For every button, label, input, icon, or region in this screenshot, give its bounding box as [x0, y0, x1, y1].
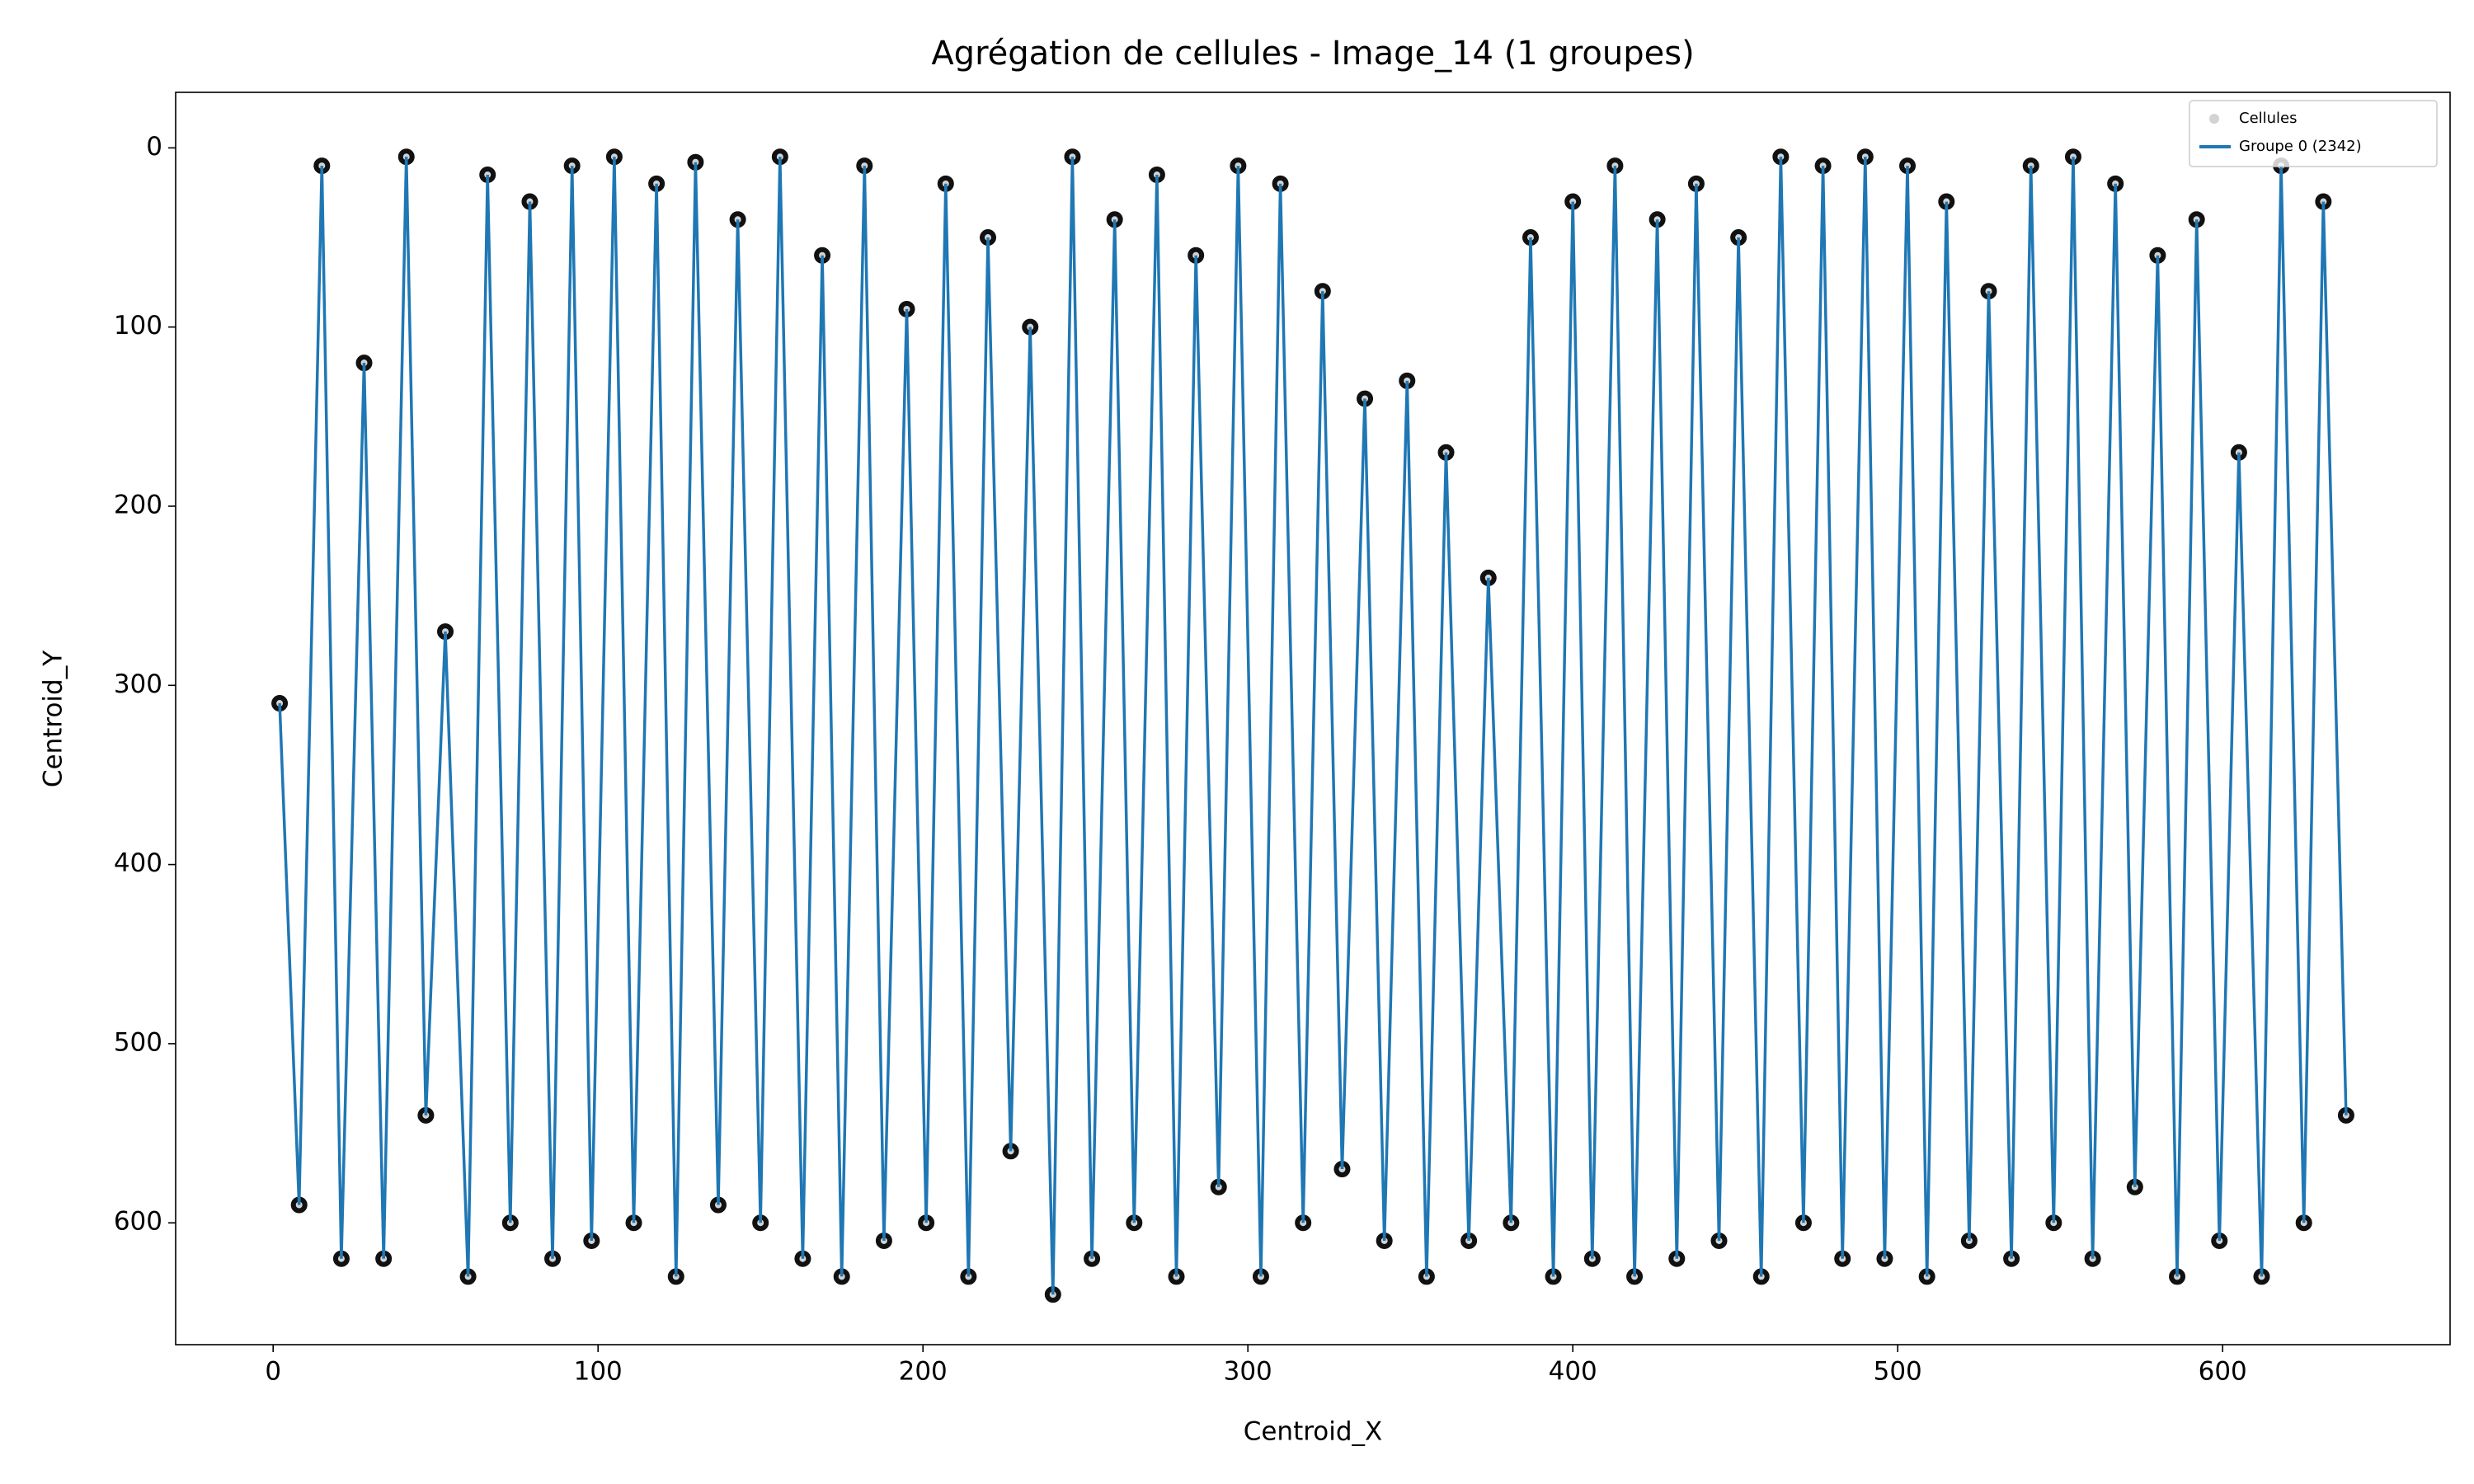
y-tick-label: 600 — [114, 1207, 162, 1237]
x-tick-label: 100 — [574, 1357, 623, 1387]
legend-label: Groupe 0 (2342) — [2239, 138, 2362, 155]
x-tick-label: 600 — [2199, 1357, 2247, 1387]
y-tick-label: 400 — [114, 848, 162, 878]
y-tick-label: 300 — [114, 669, 162, 699]
group-line — [278, 157, 2348, 1295]
chart-title: Agrégation de cellules - Image_14 (1 gro… — [931, 35, 1694, 73]
y-tick-label: 100 — [114, 311, 162, 340]
legend-label: Cellules — [2239, 110, 2298, 127]
legend-marker — [2209, 114, 2219, 124]
y-tick-label: 200 — [114, 490, 162, 519]
x-tick-label: 200 — [899, 1357, 948, 1387]
x-tick-label: 500 — [1874, 1357, 1922, 1387]
legend-box — [2189, 100, 2438, 167]
x-tick-label: 0 — [265, 1357, 281, 1387]
plot-frame — [175, 92, 2451, 1345]
x-tick-label: 400 — [1549, 1357, 1597, 1387]
x-tick-label: 300 — [1224, 1357, 1272, 1387]
y-axis-label: Centroid_Y — [39, 650, 68, 787]
y-tick-label: 500 — [114, 1027, 162, 1057]
x-axis-label: Centroid_X — [1244, 1417, 1383, 1447]
y-tick-label: 0 — [146, 132, 162, 162]
